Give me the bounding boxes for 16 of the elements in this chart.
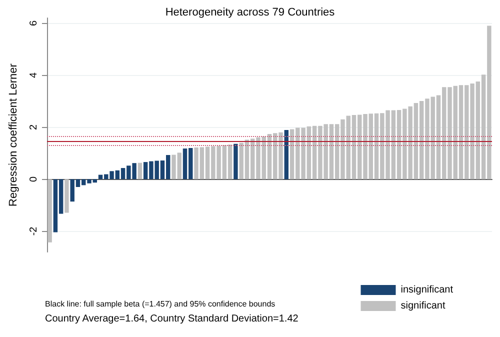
chart-title: Heterogeneity across 79 Countries [165,6,336,18]
y-tick-label: -2 [28,226,40,236]
legend-label: significant [400,300,446,312]
y-tick-label: 4 [28,72,40,78]
bar [284,130,289,180]
y-tick-label: 6 [28,20,40,26]
text: Black line: full sample beta (=1.457) and 95% confidence bounds [45,300,276,308]
y-tick-label: 2 [28,124,40,130]
bar [234,144,238,180]
y-axis-title: Regression coefficient Lerner [8,63,20,206]
legend-label: insignificant [400,284,454,296]
y-tick-label: 0 [28,176,40,182]
bar [48,179,52,242]
bar [138,162,142,180]
bar [64,179,69,213]
text: Country Average=1.64, Country Standard Deviation=1.42 [45,314,299,324]
